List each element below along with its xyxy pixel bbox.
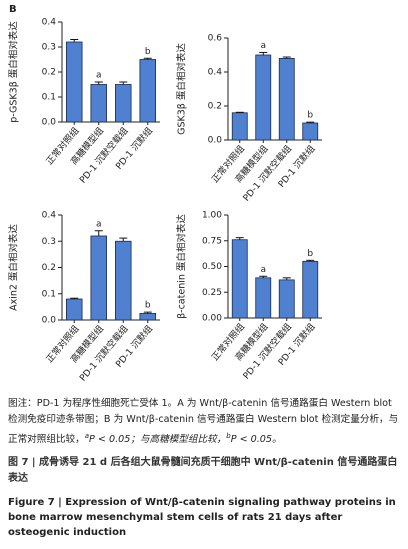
y-tick-label: 0.3: [42, 237, 56, 247]
y-axis-title: p-GSK3β 蛋白相对表达: [8, 21, 20, 123]
caption-cn: 图 7 | 成骨诱导 21 d 后各组大鼠骨髓间充质干细胞中 Wnt/β-cat…: [8, 457, 398, 485]
y-tick-label: 0.0: [42, 316, 57, 326]
note-text: 图注：PD-1 为程序性细胞死亡受体 1。A 为 Wnt/β-catenin 信…: [8, 398, 399, 446]
bar: [90, 84, 107, 123]
note-sup: a: [84, 432, 90, 440]
annotation: a: [260, 265, 266, 275]
bar: [278, 279, 295, 319]
bar: [66, 41, 83, 123]
bar: [66, 298, 83, 321]
bar: [278, 58, 295, 141]
y-tick-label: 0.4: [42, 18, 57, 28]
y-axis-title: GSK3β 蛋白相对表达: [176, 43, 188, 135]
y-tick-label: 0.25: [202, 288, 222, 298]
annotation: b: [145, 301, 151, 311]
annotation: b: [307, 111, 313, 121]
bar: [302, 122, 319, 141]
y-axis-title: Axin2 蛋白相对表达: [8, 224, 20, 311]
y-tick-label: 0.4: [42, 211, 57, 221]
bar: [255, 54, 272, 141]
y-tick-label: 0.6: [208, 34, 223, 44]
y-tick-label: 0.3: [42, 43, 56, 53]
y-axis-title: β-catenin 蛋白相对表达: [176, 214, 188, 319]
bar: [139, 313, 156, 321]
bar: [231, 112, 248, 141]
annotation: a: [96, 71, 102, 81]
y-tick-label: 0.2: [42, 263, 56, 273]
note-text: P < 0.05。: [230, 434, 282, 446]
figure-note: 图注：PD-1 为程序性细胞死亡受体 1。A 为 Wnt/β-catenin 信…: [0, 396, 408, 448]
y-tick-label: 1.00: [202, 211, 222, 221]
y-tick-label: 0.1: [42, 289, 56, 299]
bar: [115, 240, 132, 321]
y-tick-label: 0.1: [42, 93, 56, 103]
annotation: a: [260, 41, 266, 51]
y-tick-label: 0.75: [202, 236, 222, 246]
annotation: a: [96, 219, 102, 229]
annotation: b: [145, 47, 151, 57]
y-tick-label: 0.2: [42, 68, 56, 78]
caption-en: Figure 7 | Expression of Wnt/β-catenin s…: [8, 497, 396, 539]
y-tick-label: 0.0: [42, 118, 57, 128]
note-sup: b: [226, 432, 231, 440]
y-tick-label: 0.0: [208, 136, 223, 146]
bar: [231, 239, 248, 319]
y-tick-label: 0.50: [202, 262, 222, 272]
y-tick-label: 0.4: [208, 68, 223, 78]
y-tick-label: 0.2: [208, 102, 222, 112]
annotation: b: [307, 249, 313, 259]
note-text: P < 0.05；与高糖模型组比较，: [89, 434, 227, 446]
bar: [115, 84, 132, 123]
bar: [302, 260, 319, 319]
panel-label: B: [9, 4, 17, 15]
bar: [255, 277, 272, 319]
bar: [139, 59, 156, 123]
bar: [90, 235, 107, 321]
figure: B p-GSK3β 蛋白相对表达 0.00.10.20.30.4正常对照组a高糖模…: [8, 4, 322, 384]
y-tick-label: 0.00: [202, 314, 222, 324]
